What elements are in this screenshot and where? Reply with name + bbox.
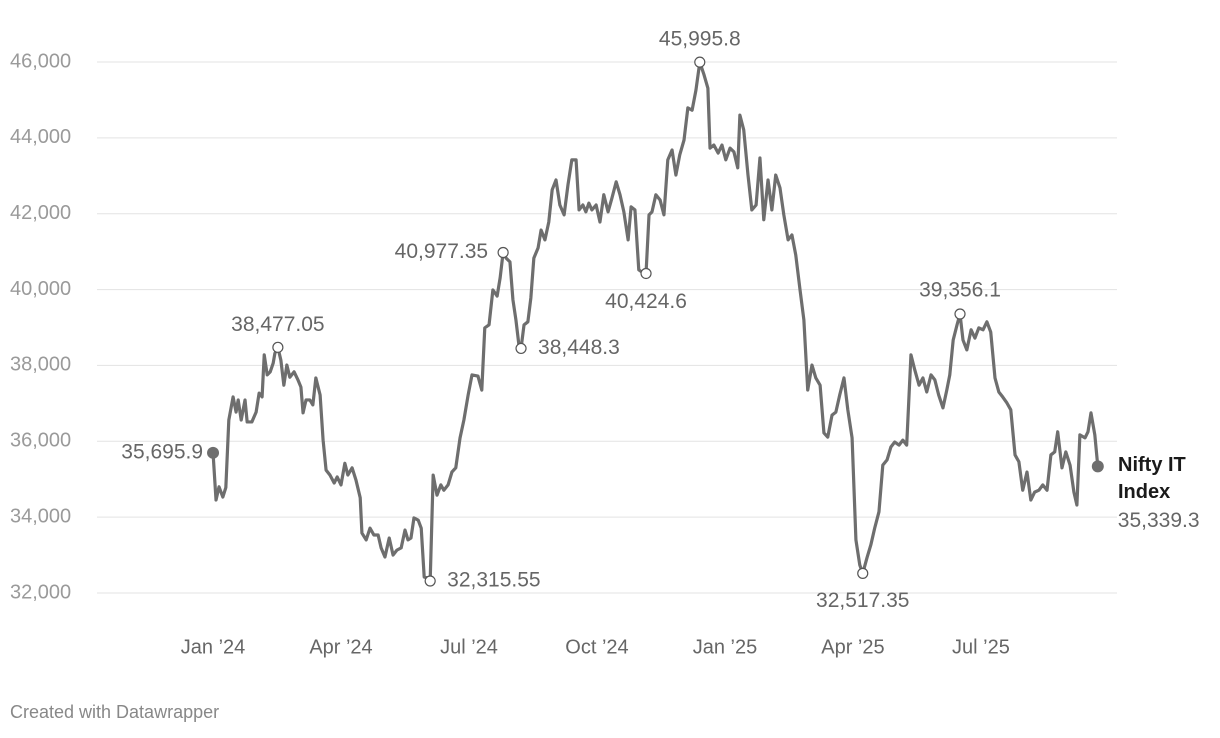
- value-label: 40,977.35: [395, 240, 488, 263]
- point-marker: [207, 446, 220, 459]
- value-label: 38,477.05: [231, 313, 324, 336]
- point-marker: [954, 308, 966, 320]
- x-tick-label: Apr ’25: [821, 636, 884, 658]
- y-tick-label: 46,000: [10, 50, 71, 72]
- value-label: 32,315.55: [447, 569, 540, 592]
- value-label: 32,517.35: [816, 589, 909, 612]
- y-tick-label: 42,000: [10, 202, 71, 224]
- point-marker: [424, 575, 436, 587]
- value-label: 40,424.6: [605, 290, 687, 313]
- x-tick-label: Jul ’24: [440, 636, 498, 658]
- y-tick-label: 44,000: [10, 126, 71, 148]
- x-tick-label: Apr ’24: [309, 636, 372, 658]
- point-marker: [272, 341, 284, 353]
- value-label: 39,356.1: [919, 279, 1001, 302]
- x-tick-label: Jul ’25: [952, 636, 1010, 658]
- y-tick-label: 32,000: [10, 581, 71, 603]
- value-label: 45,995.8: [659, 28, 741, 51]
- point-marker: [515, 342, 527, 355]
- x-tick-label: Jan ’25: [693, 636, 758, 658]
- x-tick-label: Oct ’24: [565, 636, 628, 658]
- x-tick-label: Jan ’24: [181, 636, 246, 658]
- value-label: 35,695.9: [121, 440, 203, 463]
- y-tick-label: 40,000: [10, 278, 71, 300]
- value-label: 35,339.3: [1118, 509, 1200, 532]
- series-label: Nifty IT Index: [1118, 454, 1186, 503]
- credit: Created with Datawrapper: [10, 702, 220, 722]
- y-tick-label: 38,000: [10, 354, 71, 376]
- point-marker: [640, 267, 652, 280]
- point-marker: [694, 56, 706, 68]
- value-label: 38,448.3: [538, 336, 620, 359]
- point-marker: [857, 567, 869, 579]
- y-tick-label: 36,000: [10, 430, 71, 452]
- point-marker: [1091, 460, 1104, 473]
- line: [211, 60, 1100, 583]
- point-marker: [497, 246, 509, 259]
- y-tick-label: 34,000: [10, 505, 71, 527]
